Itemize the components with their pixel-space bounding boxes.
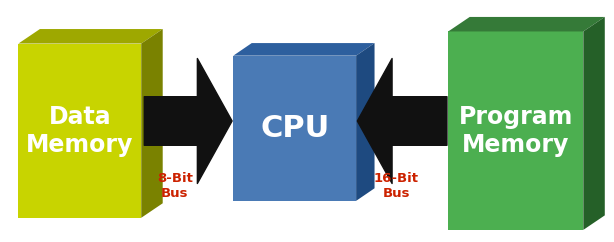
Text: 8-Bit
Bus: 8-Bit Bus: [157, 172, 193, 200]
Polygon shape: [448, 17, 605, 31]
Polygon shape: [233, 56, 356, 201]
Polygon shape: [233, 43, 375, 56]
Polygon shape: [18, 44, 141, 218]
Polygon shape: [141, 29, 163, 218]
Polygon shape: [583, 17, 605, 230]
Text: Data
Memory: Data Memory: [26, 105, 133, 157]
Text: 16-Bit
Bus: 16-Bit Bus: [373, 172, 419, 200]
Polygon shape: [18, 29, 163, 44]
Polygon shape: [448, 31, 583, 230]
Polygon shape: [356, 43, 375, 201]
Text: CPU: CPU: [260, 114, 329, 143]
Text: Program
Memory: Program Memory: [459, 105, 573, 157]
